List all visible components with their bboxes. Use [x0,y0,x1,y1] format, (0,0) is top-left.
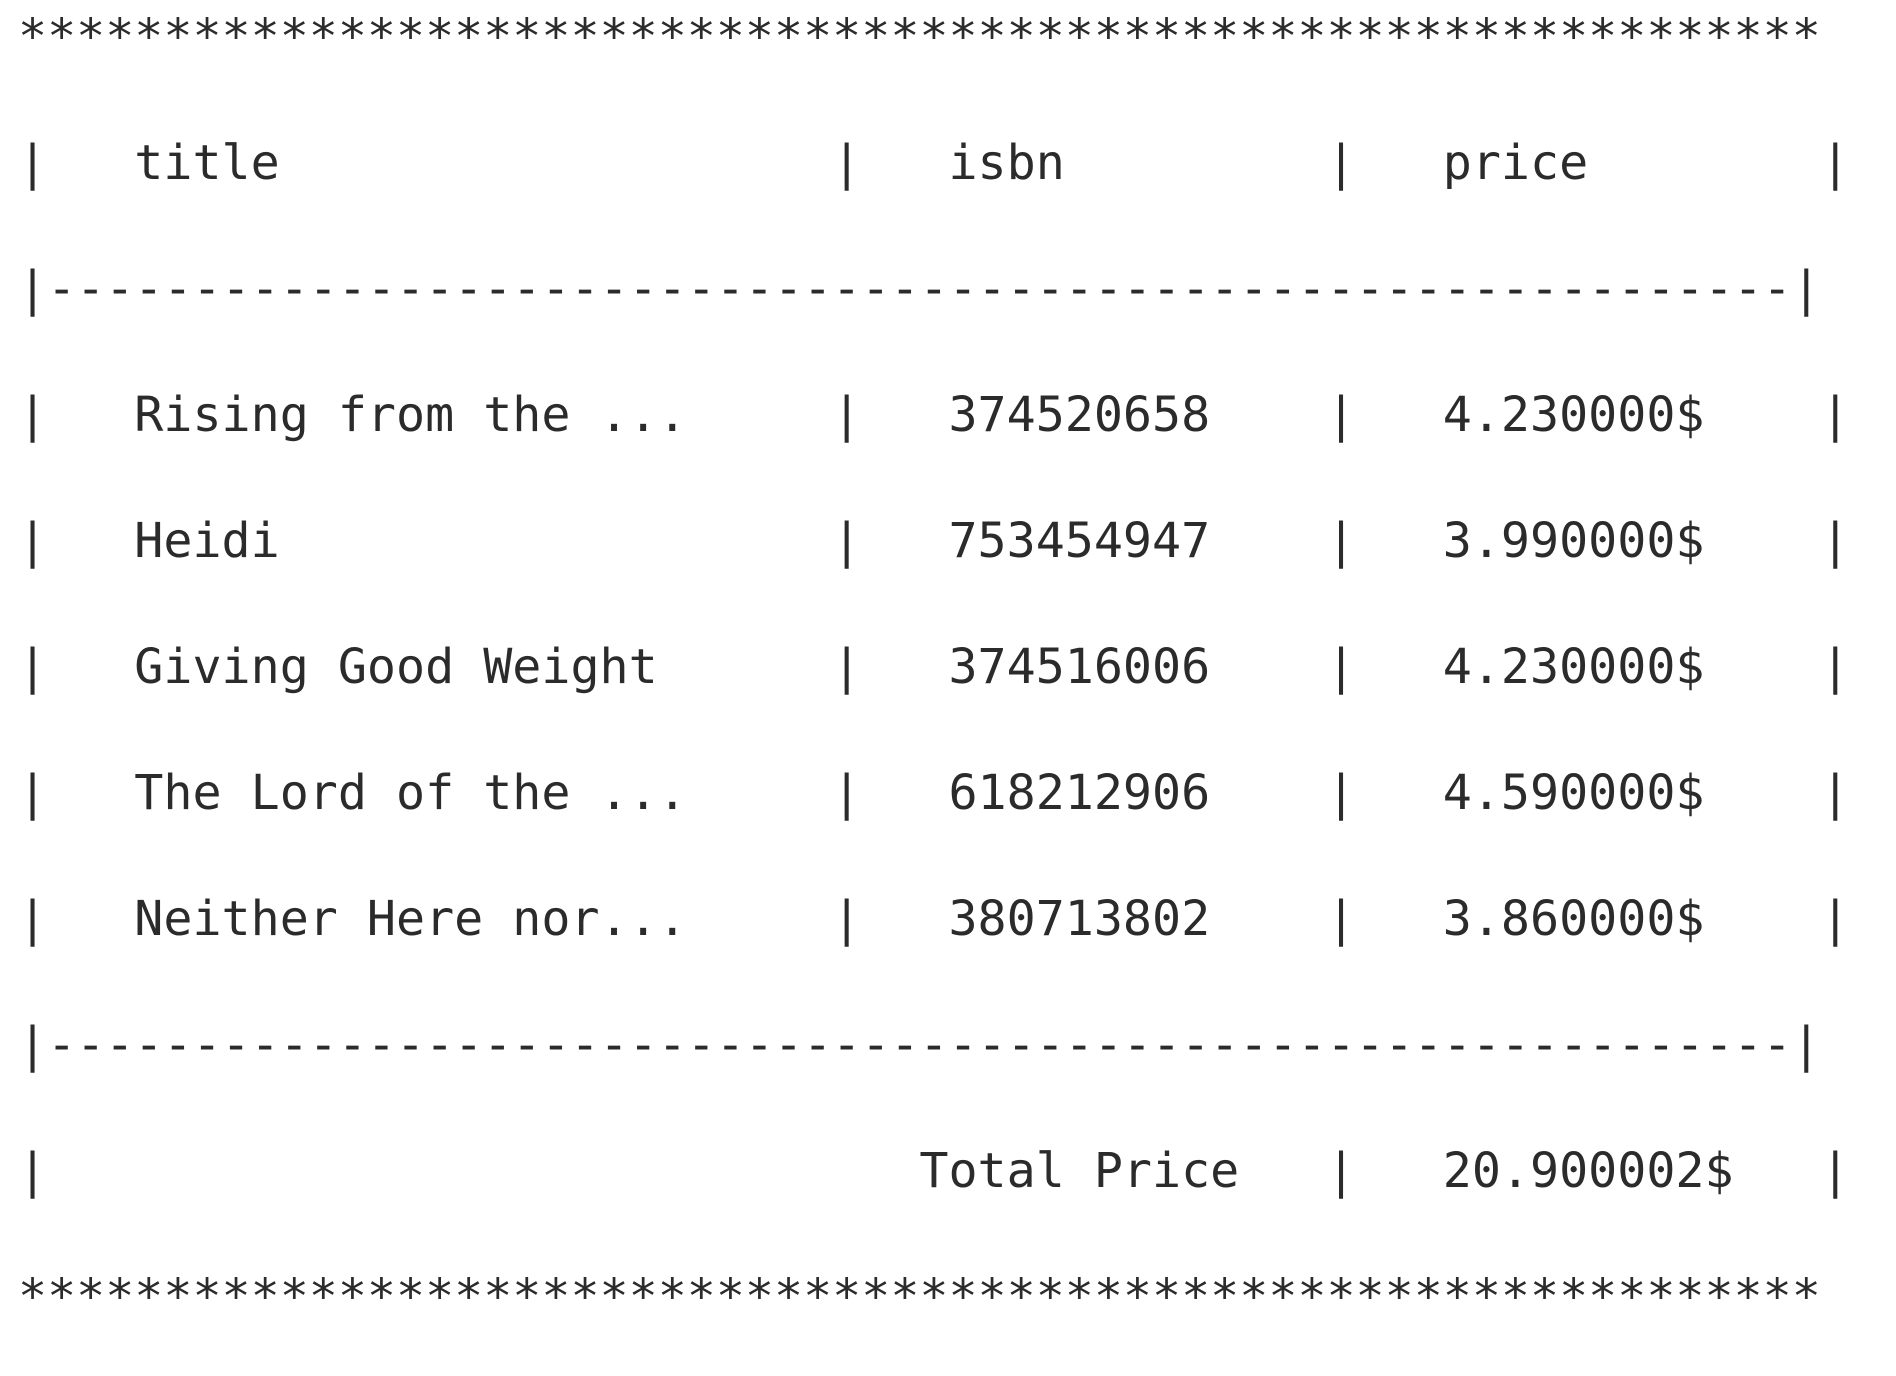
table-row: | Heidi | 753454947 | 3.990000$ | [18,513,1850,569]
top-border: ****************************************… [18,9,1821,65]
table-row: | The Lord of the ... | 618212906 | 4.59… [18,765,1850,821]
total-row: | Total Price | 20.900002$ | [18,1143,1850,1199]
table-row: | Neither Here nor... | 380713802 | 3.86… [18,891,1850,947]
footer-separator: |---------------------------------------… [18,1017,1821,1073]
console-output: ****************************************… [18,6,1850,1376]
header-separator: |---------------------------------------… [18,261,1821,317]
table-row: | Rising from the ... | 374520658 | 4.23… [18,387,1850,443]
table-row: | Giving Good Weight | 374516006 | 4.230… [18,639,1850,695]
bottom-border: ****************************************… [18,1269,1821,1325]
header-row: | title | isbn | price | [18,135,1850,191]
